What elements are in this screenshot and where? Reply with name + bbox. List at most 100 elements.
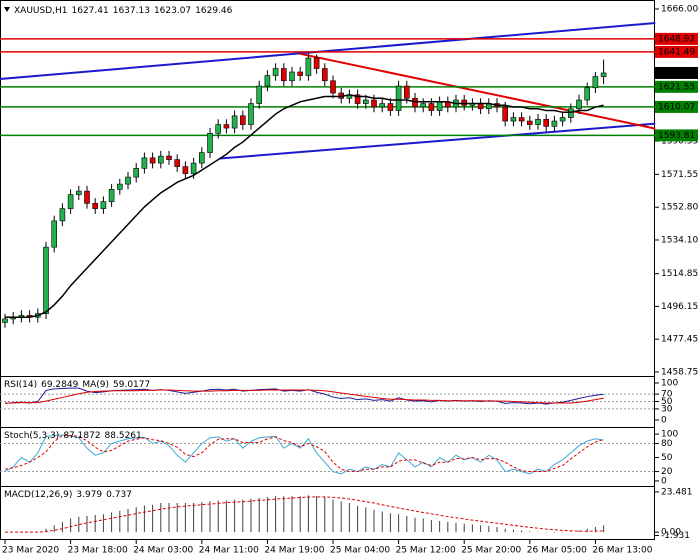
line-series [5,389,604,404]
candle-body [240,115,246,125]
trendline [0,21,656,81]
level-tag [655,45,698,58]
trendline [219,122,656,160]
candle-body [551,120,558,127]
header-value: 59.0177 [113,380,150,390]
candle-body [108,189,115,202]
y-tick-label: 20 [661,467,673,477]
candle-body [584,87,591,101]
candle-body [412,97,418,108]
candle-body [215,124,221,134]
indicator-header: MACD(12,26,9) 3.979 0.737 [4,490,132,500]
candle-body [272,68,279,76]
x-tick-label: 25 Mar 20:00 [461,546,521,556]
current-price-label: 1629.46 [658,68,695,78]
y-tick-label: 1477.45 [661,335,698,345]
candle-body [420,103,427,108]
candle-body [395,85,402,111]
level-tag [655,32,698,45]
candle-body [567,108,574,118]
header-value: 69.2849 [41,380,78,390]
header-value: Stoch(5,3,3) [4,431,59,441]
y-tick-label: 70 [661,390,673,400]
y-tick-label: -1.931 [661,531,690,541]
x-tick-label: 24 Mar 19:00 [264,546,324,556]
candle-body [166,155,172,160]
symbol: XAUUSD,H1 [14,6,68,16]
candle-body [559,117,566,122]
x-tick-label: 24 Mar 11:00 [199,546,259,556]
candle-body [313,57,320,69]
candle-body [43,246,49,315]
header-value: 0.737 [106,490,132,500]
title-marker [4,7,10,12]
candle-body [510,117,517,122]
candle-body [280,68,287,82]
header-value: MACD(12,26,9) [4,490,72,500]
y-tick-label: 1552.80 [661,203,698,213]
candle-body [174,159,180,167]
indicator-header: RSI(14) 69.2849 MA(9) 59.0177 [4,380,150,390]
y-tick-label: 1571.55 [661,170,698,180]
level-tag [655,80,698,93]
candle-body [379,103,386,108]
level-tag-label: 1610.07 [658,102,695,112]
line-series [5,496,604,533]
candle-body [289,71,295,82]
candle-body [576,99,582,110]
level-tag-label: 1648.92 [658,34,695,44]
x-tick-label: 25 Mar 04:00 [330,546,390,556]
y-tick-label: 0 [661,476,667,486]
candle-body [149,157,156,164]
candle-body [248,103,254,125]
current-price-tag [655,66,698,79]
header-value: MA(9) [82,380,109,390]
plot-frame [0,0,655,540]
ohlc-value: 1623.07 [154,6,191,16]
candle-body [207,133,213,153]
x-tick-label: 23 Mar 18:00 [68,546,128,556]
candle-body [92,203,98,209]
candle-body [190,162,197,174]
x-tick-label: 26 Mar 05:00 [527,546,587,556]
y-tick-label: 30 [661,404,673,414]
candle-body [371,99,377,108]
x-tick-label: 25 Mar 12:00 [396,546,456,556]
y-tick-label: 0 [661,416,667,426]
candle-body [543,119,550,127]
header-value: RSI(14) [4,380,37,390]
candle-body [387,103,394,111]
candle-body [461,99,468,106]
candle-body [67,194,74,209]
candle-body [362,99,369,104]
y-tick-label: 50 [661,397,673,407]
candle-body [158,155,164,164]
trendline [299,52,656,130]
line-series [4,434,604,475]
candle-body [133,168,139,178]
y-tick-label: 23.481 [661,487,693,497]
candle-body [428,103,435,111]
x-tick-label: 23 Mar 2020 [2,546,59,556]
candle-body [256,85,263,104]
candle-body [117,183,123,190]
ohlc-value: 1637.13 [113,6,150,16]
candle-body [199,152,205,164]
candle-body [125,176,131,185]
candle-body [2,318,8,323]
x-tick-label: 26 Mar 13:00 [592,546,652,556]
x-tick-label: 24 Mar 03:00 [133,546,193,556]
y-tick-label: 0.00 [661,528,681,538]
candle-body [141,157,148,169]
y-tick-label: 1534.10 [661,235,698,245]
indicator-header: Stoch(5,3,3) 87.1872 88.5261 [4,431,142,441]
candle-body [223,124,230,129]
line-series [4,435,604,473]
candle-body [535,119,541,125]
candle-body [526,120,533,125]
y-tick-label: 1458.75 [661,367,698,377]
y-tick-label: 100 [661,430,678,440]
candle-body [477,103,484,110]
header-value: 3.979 [76,490,102,500]
